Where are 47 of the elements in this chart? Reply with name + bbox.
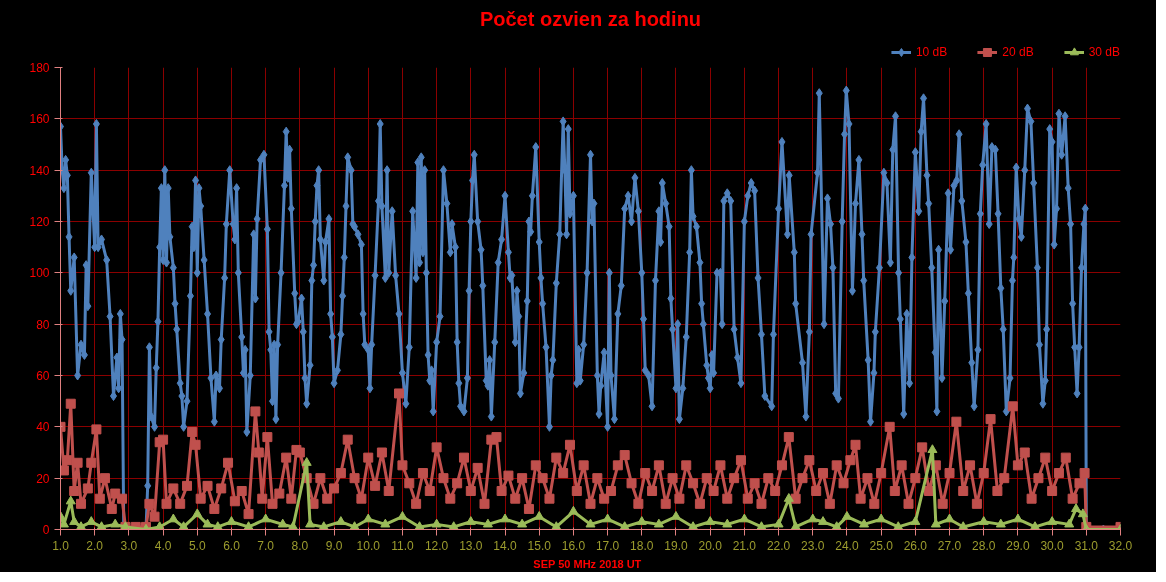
y-tick-label: 20 (36, 471, 50, 486)
y-tick-label: 0 (42, 523, 50, 537)
legend-label: 20 dB (1002, 45, 1034, 59)
x-tick-label: 21.0 (732, 538, 757, 553)
x-tick-label: 10.0 (356, 538, 381, 553)
x-tick-label: 27.0 (937, 538, 962, 553)
y-tick-label: 120 (29, 215, 50, 229)
x-tick-label: 30.0 (1040, 538, 1065, 553)
x-tick-label: 6.0 (223, 538, 241, 553)
x-tick-label: 23.0 (801, 538, 825, 553)
x-tick-label: 7.0 (257, 538, 275, 553)
y-tick-label: 160 (29, 112, 50, 127)
chart-title: Počet ozvien za hodinu (479, 7, 702, 30)
x-tick-label: 31.0 (1074, 538, 1099, 553)
legend-label: 30 dB (1088, 45, 1120, 59)
x-tick-label: 13.0 (459, 538, 483, 553)
x-tick-label: 1.0 (52, 538, 70, 553)
x-tick-label: 29.0 (1006, 538, 1030, 553)
x-tick-label: 24.0 (835, 538, 859, 553)
x-tick-label: 28.0 (972, 538, 996, 553)
y-tick-label: 100 (29, 266, 50, 281)
x-tick-label: 20.0 (698, 538, 723, 553)
x-tick-label: 14.0 (493, 538, 518, 553)
x-tick-label: 5.0 (188, 538, 206, 553)
x-tick-label: 18.0 (630, 538, 654, 553)
x-tick-label: 11.0 (391, 538, 414, 553)
x-tick-label: 8.0 (291, 538, 309, 553)
x-tick-label: 26.0 (903, 538, 928, 553)
legend-label: 10 dB (915, 45, 948, 59)
y-tick-label: 40 (36, 420, 50, 435)
x-tick-label: 25.0 (869, 538, 894, 553)
y-tick-label: 180 (29, 61, 50, 75)
x-tick-label: 19.0 (664, 538, 688, 553)
x-tick-label: 4.0 (154, 538, 172, 553)
y-tick-label: 80 (36, 317, 50, 332)
x-tick-label: 22.0 (766, 538, 791, 553)
x-tick-label: 12.0 (424, 538, 449, 553)
x-tick-label: 9.0 (325, 538, 343, 553)
y-tick-label: 140 (29, 163, 50, 178)
x-tick-label: 32.0 (1108, 538, 1133, 553)
x-axis-title: SEP 50 MHz 2018 UT (533, 557, 642, 570)
y-tick-label: 60 (36, 369, 50, 383)
x-tick-label: 3.0 (120, 538, 138, 553)
x-tick-label: 17.0 (595, 538, 620, 553)
x-tick-label: 15.0 (527, 538, 552, 553)
x-tick-label: 2.0 (86, 538, 104, 553)
x-tick-label: 16.0 (561, 538, 586, 553)
